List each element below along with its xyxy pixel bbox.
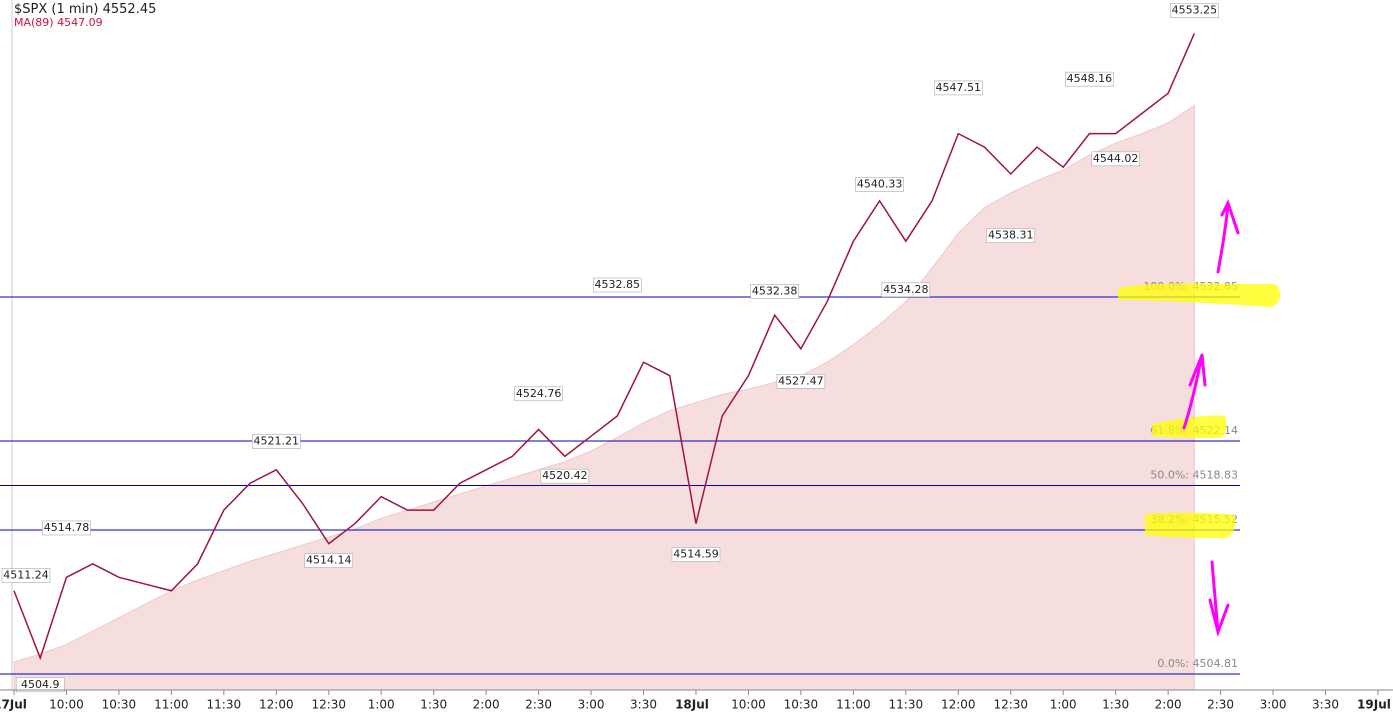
extreme-label: 4520.42 bbox=[542, 469, 588, 482]
x-tick-label: 3:30 bbox=[1312, 698, 1339, 712]
ma-area bbox=[13, 104, 1195, 691]
extreme-label-box bbox=[514, 386, 563, 402]
extreme-label: 4548.16 bbox=[1067, 72, 1113, 85]
highlights bbox=[1118, 283, 1281, 538]
extreme-label-box bbox=[986, 228, 1036, 243]
extreme-label-box bbox=[592, 277, 642, 293]
x-tick-label: 3:30 bbox=[630, 698, 657, 712]
x-tick-label: 18Jul bbox=[675, 698, 709, 712]
x-tick-label: 2:30 bbox=[525, 698, 552, 712]
extreme-label: 4532.85 bbox=[595, 278, 641, 291]
extreme-label: 4540.33 bbox=[857, 177, 903, 190]
x-tick-label: 12:00 bbox=[259, 698, 294, 712]
fib-label: 50.0%: 4518.83 bbox=[1150, 469, 1238, 482]
extreme-label: 4532.38 bbox=[752, 284, 798, 297]
x-tick-label: 2:30 bbox=[1207, 698, 1234, 712]
extreme-label: 4514.59 bbox=[673, 548, 719, 561]
extreme-label-box bbox=[1091, 151, 1140, 167]
extreme-label: 4524.76 bbox=[516, 387, 562, 400]
x-tick-label: 1:30 bbox=[1102, 698, 1129, 712]
legend-price-name: $SPX (1 min) bbox=[14, 2, 98, 17]
extreme-label-box bbox=[776, 374, 826, 389]
extreme-label-box bbox=[252, 434, 301, 449]
extreme-label-box bbox=[671, 547, 721, 562]
legend-ma-name: MA(89) bbox=[14, 16, 54, 29]
legend-ma: MA(89) 4547.09 bbox=[14, 16, 103, 29]
extreme-label: 4534.28 bbox=[883, 283, 929, 296]
legend-price-value: 4552.45 bbox=[103, 2, 157, 17]
x-axis: 17Jul 10:00 10:30 11:00 11:30 12:00 12:30 1:00 1… bbox=[0, 689, 1393, 712]
x-tick-label: 3:00 bbox=[1260, 698, 1287, 712]
x-tick-label: 11:00 bbox=[836, 698, 871, 712]
plot: 100.0%: 4532.8561.8%: 4522.1450.0%: 4518… bbox=[0, 3, 1240, 693]
x-tick-label: 19Jul bbox=[1357, 698, 1391, 712]
extreme-label-box bbox=[540, 468, 590, 484]
fib-label: 0.0%: 4504.81 bbox=[1157, 657, 1238, 670]
x-tick-label: 1:00 bbox=[1050, 698, 1077, 712]
x-tick-label: 11:30 bbox=[889, 698, 924, 712]
x-tick-label: 1:00 bbox=[368, 698, 395, 712]
extreme-label-box bbox=[933, 80, 983, 96]
legend-price: $SPX (1 min) 4552.45 bbox=[14, 2, 156, 17]
extreme-label: 4544.02 bbox=[1093, 152, 1139, 165]
extreme-label-box bbox=[42, 520, 91, 536]
extreme-label: 4514.14 bbox=[306, 554, 352, 567]
extreme-label: 4547.51 bbox=[936, 81, 982, 94]
extreme-label: 4538.31 bbox=[988, 229, 1034, 242]
extreme-label-box bbox=[881, 282, 931, 298]
x-tick-label: 12:30 bbox=[311, 698, 346, 712]
extreme-label: 4511.24 bbox=[3, 569, 49, 582]
x-tick-label: 2:00 bbox=[1155, 698, 1182, 712]
x-tick-label: 1:30 bbox=[420, 698, 447, 712]
highlight bbox=[1145, 512, 1236, 538]
x-tick-label: 3:00 bbox=[578, 698, 605, 712]
extreme-label-box bbox=[1, 568, 51, 583]
extreme-label: 4527.47 bbox=[778, 374, 824, 387]
x-tick-label: 11:00 bbox=[154, 698, 189, 712]
x-tick-label: 10:00 bbox=[731, 698, 766, 712]
x-tick-label: 11:30 bbox=[207, 698, 242, 712]
extreme-label-box bbox=[15, 677, 65, 693]
highlight bbox=[1152, 415, 1227, 438]
extreme-label-box bbox=[304, 553, 354, 568]
extreme-label: 4521.21 bbox=[254, 435, 300, 448]
legend: $SPX (1 min) 4552.45 MA(89) 4547.09 bbox=[14, 2, 156, 30]
legend-ma-value: 4547.09 bbox=[57, 16, 103, 29]
extreme-label-box bbox=[1170, 3, 1219, 19]
x-tick-label: 2:00 bbox=[473, 698, 500, 712]
extreme-label-box bbox=[750, 284, 799, 299]
x-tick-label: 12:30 bbox=[993, 698, 1028, 712]
extreme-label: 4514.78 bbox=[44, 521, 90, 534]
highlight bbox=[1118, 283, 1281, 307]
x-tick-label: 10:00 bbox=[49, 698, 84, 712]
arrow-up bbox=[1182, 353, 1207, 430]
price-line bbox=[13, 33, 1196, 661]
extreme-label-box bbox=[855, 177, 904, 192]
x-tick-label: 10:30 bbox=[784, 698, 819, 712]
x-tick-label: 12:00 bbox=[941, 698, 976, 712]
arrow-down bbox=[1208, 560, 1230, 638]
arrows bbox=[1182, 199, 1240, 638]
extreme-label-box bbox=[1065, 71, 1114, 87]
extreme-label: 4553.25 bbox=[1172, 4, 1218, 17]
x-tick-label: 17Jul bbox=[0, 698, 27, 712]
x-tick-label: 10:30 bbox=[102, 698, 137, 712]
extreme-label: 4504.9 bbox=[21, 678, 60, 691]
arrow-up bbox=[1216, 199, 1240, 274]
